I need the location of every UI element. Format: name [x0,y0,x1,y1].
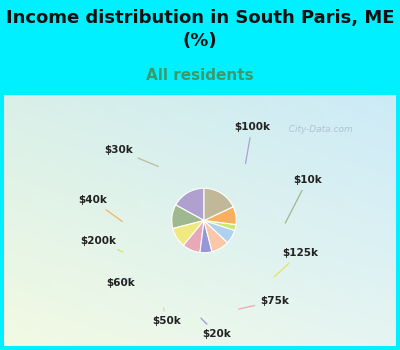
Wedge shape [173,220,204,245]
Wedge shape [200,220,212,253]
Text: All residents: All residents [146,68,254,83]
Wedge shape [172,205,204,229]
Wedge shape [204,220,236,230]
Text: $100k: $100k [234,122,270,163]
Text: $40k: $40k [79,195,122,221]
Text: Income distribution in South Paris, ME
(%): Income distribution in South Paris, ME (… [6,9,394,50]
Text: City-Data.com: City-Data.com [283,125,352,134]
Text: $10k: $10k [285,175,322,223]
Wedge shape [204,220,228,252]
Text: $125k: $125k [274,248,318,277]
Wedge shape [204,207,236,225]
Text: $30k: $30k [104,145,158,167]
Wedge shape [204,188,233,220]
Wedge shape [204,220,235,243]
Wedge shape [176,188,204,220]
Text: $50k: $50k [152,308,180,326]
Text: $20k: $20k [201,318,231,339]
Text: $75k: $75k [239,296,289,309]
Wedge shape [184,220,204,252]
Text: $200k: $200k [80,236,123,252]
Text: $60k: $60k [106,278,135,288]
